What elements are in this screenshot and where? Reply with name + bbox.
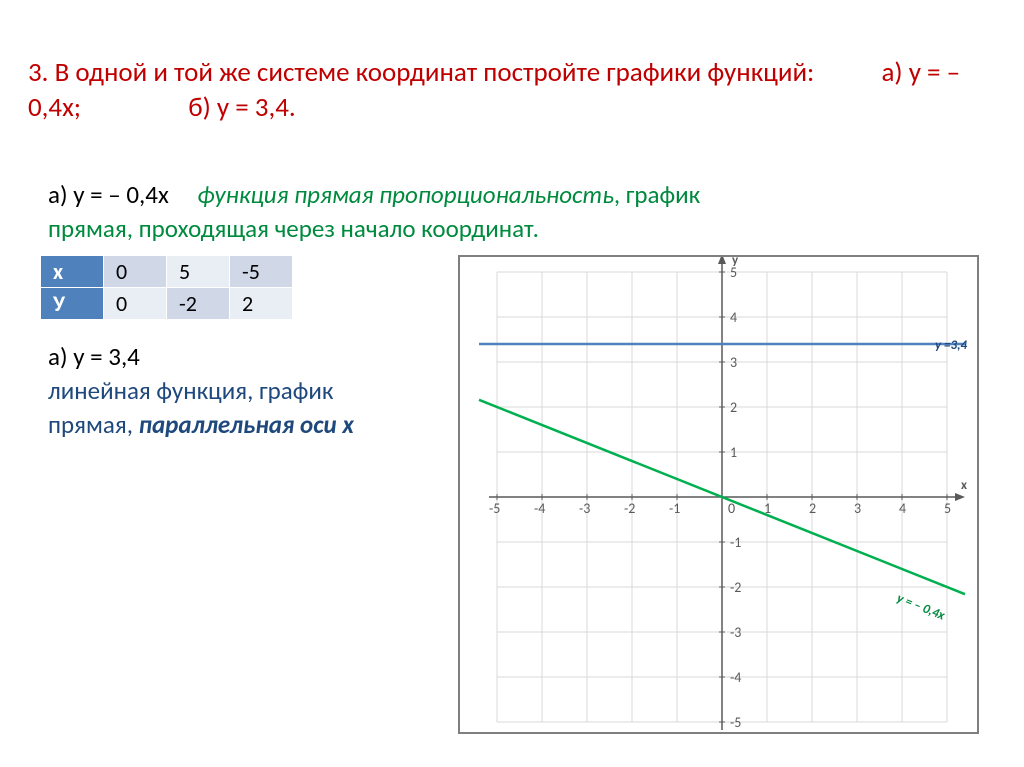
svg-text:1: 1 [730, 444, 737, 461]
row-header: х [41, 256, 104, 288]
svg-text:-5: -5 [730, 714, 741, 731]
svg-text:5: 5 [944, 500, 951, 517]
svg-text:-4: -4 [534, 500, 545, 517]
title-opt-b: б) у = 3,4. [188, 91, 295, 124]
svg-text:4: 4 [730, 309, 737, 326]
table-row: У 0 -2 2 [41, 288, 293, 320]
svg-text:4: 4 [899, 500, 906, 517]
table-row: х 0 5 -5 [41, 256, 293, 288]
row-header: У [41, 288, 104, 320]
cell: 0 [104, 288, 167, 320]
cell: 2 [230, 288, 293, 320]
svg-text:y =3,4: y =3,4 [935, 338, 967, 353]
part-b-label: а) у = 3,4 [48, 341, 140, 372]
part-a-label: а) у = – 0,4х [48, 179, 169, 210]
svg-text:-3: -3 [730, 624, 741, 641]
chart-container: -5-4-3-2-1012345-5-4-3-2-112345xyy =3,4y… [458, 255, 979, 734]
svg-text:3: 3 [854, 500, 861, 517]
part-a-block: а) у = – 0,4х функция прямая пропорциона… [48, 178, 768, 246]
title-prefix: 3. В одной и той же системе координат по… [28, 56, 814, 89]
svg-text:-2: -2 [730, 579, 741, 596]
svg-text:-4: -4 [730, 669, 741, 686]
cell: 5 [167, 256, 230, 288]
svg-text:-5: -5 [489, 500, 500, 517]
svg-text:-2: -2 [624, 500, 635, 517]
values-table: х 0 5 -5 У 0 -2 2 [40, 255, 293, 320]
part-a-desc1: функция прямая пропорциональность [197, 179, 614, 210]
svg-text:3: 3 [730, 354, 737, 371]
svg-text:2: 2 [730, 399, 737, 416]
problem-title: 3. В одной и той же системе координат по… [28, 55, 988, 125]
cell: 0 [104, 256, 167, 288]
cell: -5 [230, 256, 293, 288]
svg-text:-1: -1 [669, 500, 680, 517]
part-b-block: а) у = 3,4 линейная функция, график прям… [48, 340, 408, 441]
svg-text:-1: -1 [730, 534, 741, 551]
cell: -2 [167, 288, 230, 320]
chart-svg: -5-4-3-2-1012345-5-4-3-2-112345xyy =3,4y… [460, 257, 977, 732]
part-b-desc2: параллельная оси х [133, 409, 354, 440]
svg-text:x: x [961, 478, 967, 493]
svg-text:-3: -3 [579, 500, 590, 517]
svg-text:y: y [732, 257, 739, 268]
svg-text:2: 2 [809, 500, 816, 517]
